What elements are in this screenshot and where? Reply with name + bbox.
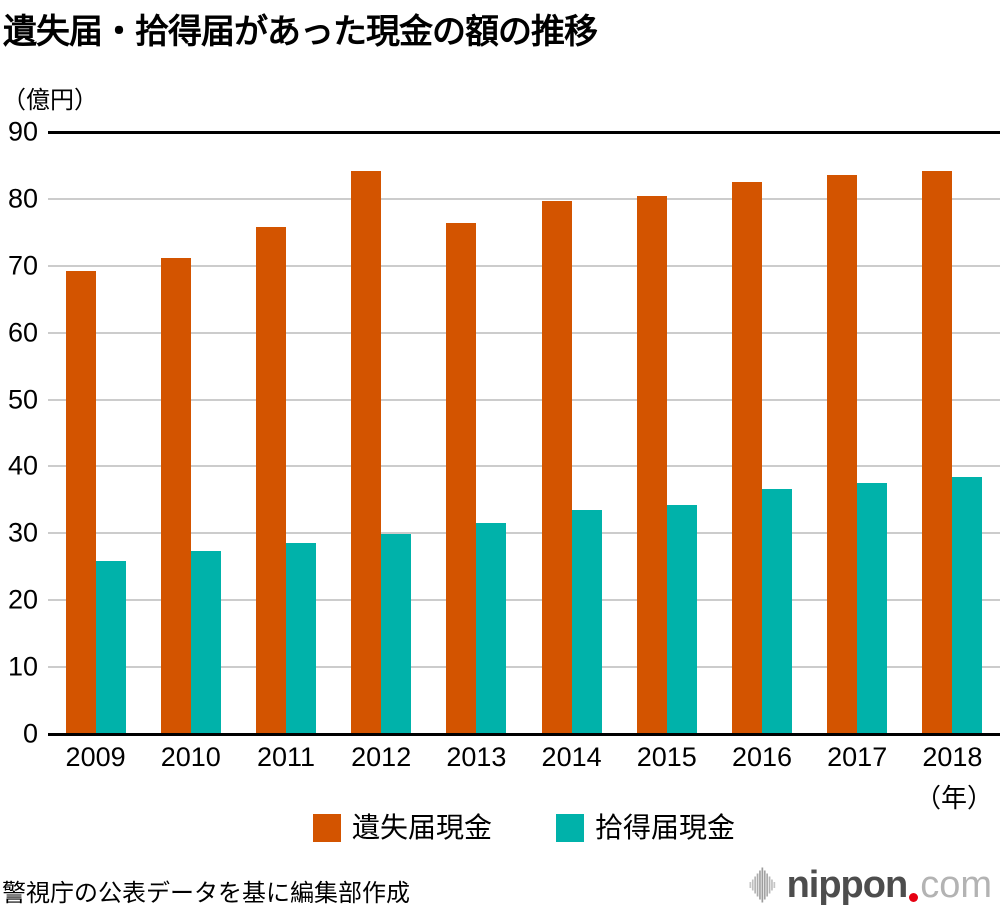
bar-lost-2013 xyxy=(446,222,477,734)
gridline-80 xyxy=(48,197,1000,200)
plot-area: 0 10 20 30 40 50 60 70 80 90 2009 2010 2011 2012 2013 2… xyxy=(8,118,1000,771)
bar-lost-2015 xyxy=(636,196,667,734)
x-axis-tick-2014: 2014 xyxy=(541,742,602,772)
x-axis-tick-2009: 2009 xyxy=(65,742,126,772)
gridline-90 xyxy=(48,130,1000,134)
bar-found-2016 xyxy=(762,488,792,734)
y-axis-tick-30: 30 xyxy=(7,517,38,548)
x-axis-tick-2016: 2016 xyxy=(731,742,793,772)
gridline-10 xyxy=(48,666,1000,669)
bar-found-2013 xyxy=(476,522,507,734)
gridline-50 xyxy=(48,398,1000,401)
bar-lost-2009 xyxy=(65,271,96,734)
y-axis-tick-0: 0 xyxy=(22,718,38,749)
x-axis-tick-2012: 2012 xyxy=(351,742,412,772)
gridline-20 xyxy=(48,599,1000,602)
logo-text-nippon: nippon xyxy=(786,864,909,906)
y-axis-tick-10: 10 xyxy=(7,651,38,682)
gridline-70 xyxy=(48,264,1000,267)
y-axis-tick-50: 50 xyxy=(7,384,38,415)
legend-swatch-lost-icon xyxy=(312,814,341,842)
bar-found-2009 xyxy=(95,560,126,734)
gridline-60 xyxy=(48,331,1000,334)
bar-lost-2012 xyxy=(351,170,382,734)
legend-item-lost: 遺失届現金 xyxy=(312,812,492,843)
soundwave-icon xyxy=(749,867,775,903)
gridline-0 xyxy=(48,732,1000,736)
bar-found-2012 xyxy=(381,534,412,734)
gridline-30 xyxy=(48,532,1000,535)
bar-found-2014 xyxy=(571,509,602,734)
y-axis-tick-90: 90 xyxy=(7,116,38,147)
y-axis-tick-70: 70 xyxy=(7,250,38,281)
bar-lost-2014 xyxy=(541,200,572,734)
x-axis-tick-2013: 2013 xyxy=(446,742,507,772)
legend-label-found: 拾得届現金 xyxy=(595,812,736,843)
bar-found-2018 xyxy=(952,477,983,734)
bar-lost-2010 xyxy=(160,257,191,734)
gridline-40 xyxy=(48,465,1000,468)
x-axis-unit-label: （年） xyxy=(914,783,993,813)
page-title: 遺失届・拾得届があった現金の額の推移 xyxy=(3,13,598,51)
legend: 遺失届現金 拾得届現金 xyxy=(48,814,1000,842)
y-axis-tick-40: 40 xyxy=(7,450,38,481)
x-axis-tick-2015: 2015 xyxy=(636,742,697,772)
logo-text-com: com xyxy=(920,864,992,906)
bar-lost-2018 xyxy=(922,170,953,734)
legend-item-found: 拾得届現金 xyxy=(556,814,735,842)
y-axis-tick-60: 60 xyxy=(7,317,38,348)
nippon-logo: nippon com xyxy=(749,863,992,907)
y-axis-tick-80: 80 xyxy=(7,183,38,214)
logo-dot-icon xyxy=(909,893,919,902)
legend-swatch-found-icon xyxy=(556,814,584,842)
legend-label-lost: 遺失届現金 xyxy=(351,812,492,843)
bar-found-2011 xyxy=(286,543,316,734)
bar-lost-2011 xyxy=(256,226,286,734)
bar-found-2015 xyxy=(666,505,697,734)
bar-lost-2017 xyxy=(827,175,858,734)
source-note: 警視庁の公表データを基に編集部作成 xyxy=(2,880,410,907)
bar-lost-2016 xyxy=(732,181,762,734)
y-axis-unit-label: （億円） xyxy=(2,87,98,114)
bar-found-2010 xyxy=(190,550,221,734)
x-axis-tick-2017: 2017 xyxy=(827,742,888,772)
x-axis-tick-2018: 2018 xyxy=(922,742,983,772)
y-axis-tick-20: 20 xyxy=(7,584,38,615)
x-axis-tick-2011: 2011 xyxy=(256,742,316,772)
bar-found-2017 xyxy=(857,483,888,734)
x-axis-tick-2010: 2010 xyxy=(160,742,221,772)
